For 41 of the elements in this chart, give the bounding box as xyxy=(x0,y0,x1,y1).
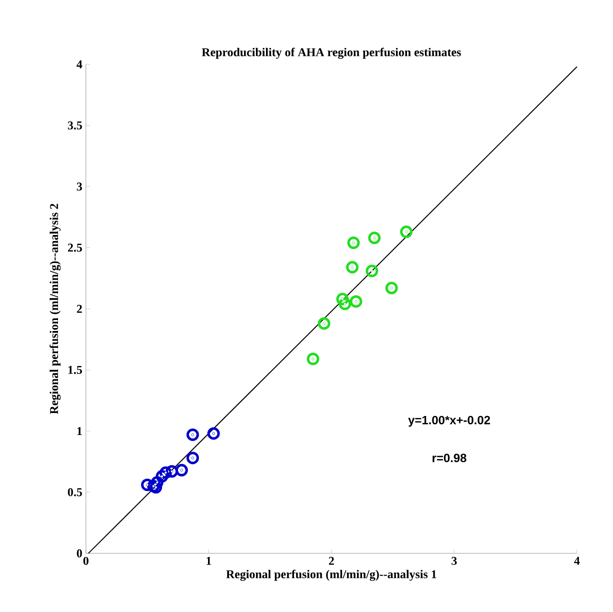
point xyxy=(336,292,349,306)
point xyxy=(400,226,413,238)
point xyxy=(150,476,164,489)
point xyxy=(159,466,172,479)
y-axis-title: Regional perfusion (ml/min/g)--analysis 2 xyxy=(50,204,61,414)
point xyxy=(207,427,220,440)
chart-title: Reproducibility of AHA region perfusion estimates xyxy=(202,48,461,59)
point xyxy=(366,264,378,278)
y-tick-label: 4 xyxy=(76,60,82,68)
point xyxy=(338,298,352,310)
y-tick-label: 2.5 xyxy=(68,244,82,252)
point xyxy=(150,481,162,494)
point xyxy=(147,480,160,492)
point xyxy=(186,428,199,441)
y-tick-label: 1.5 xyxy=(68,366,82,374)
y-tick-label: 3.5 xyxy=(68,121,82,130)
point xyxy=(346,260,359,274)
annotation: r=0.98 xyxy=(432,454,466,462)
point xyxy=(186,452,199,464)
x-tick-label: 0 xyxy=(83,556,88,565)
y-tick-label: 1 xyxy=(77,427,82,436)
point xyxy=(368,232,381,244)
x-tick-label: 3 xyxy=(452,556,457,565)
x-axis-title: Regional perfusion (ml/min/g)--analysis 1 xyxy=(226,570,436,581)
annotation: y=1.00*x+-0.02 xyxy=(408,416,490,427)
point xyxy=(166,465,178,478)
point xyxy=(156,470,168,483)
y-tick-label: 0.5 xyxy=(68,488,82,496)
x-tick-label: 4 xyxy=(574,556,580,565)
x-tick-label: 1 xyxy=(206,556,212,565)
point xyxy=(385,282,398,294)
x-tick-label: 2 xyxy=(328,556,334,565)
y-tick-label: 2 xyxy=(76,304,82,313)
point xyxy=(141,478,154,492)
y-tick-label: 3 xyxy=(76,182,82,191)
point xyxy=(306,352,320,366)
point xyxy=(350,295,362,308)
point xyxy=(175,464,188,476)
y-tick-label: 0 xyxy=(76,549,82,558)
point xyxy=(347,236,360,250)
point xyxy=(318,317,330,330)
